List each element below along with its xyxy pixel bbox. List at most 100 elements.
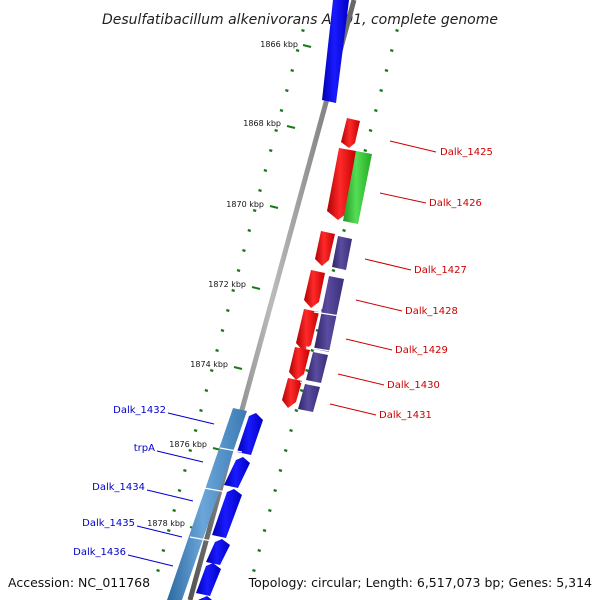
tick-mark (220, 328, 225, 333)
tick-mark (267, 508, 272, 513)
tick-mark (379, 88, 384, 93)
gene-reverse[interactable] (224, 457, 250, 488)
marker-1866: 1866 kbp (260, 40, 312, 49)
tick-mark (299, 388, 304, 393)
gene-label[interactable]: Dalk_1427 (414, 265, 467, 276)
tick-mark (283, 448, 288, 453)
tick-mark (289, 428, 293, 433)
marker-1876: 1876 kbp (169, 440, 222, 451)
marker-label: 1878 kbp (147, 519, 185, 528)
marker-1870: 1870 kbp (226, 200, 279, 209)
tick-mark (310, 348, 315, 353)
tick-mark (172, 508, 177, 513)
gene-forward[interactable] (282, 378, 302, 408)
gene-reverse-top[interactable] (322, 0, 349, 103)
tick-mark (368, 128, 373, 133)
gene-operon[interactable] (306, 352, 328, 383)
tick-mark (193, 428, 198, 433)
gene-reverse[interactable] (196, 563, 221, 596)
tick-mark (258, 188, 262, 193)
tick-mark (177, 488, 182, 493)
marker-label: 1870 kbp (226, 200, 264, 209)
marker-1872: 1872 kbp (208, 280, 261, 290)
tick-mark (231, 288, 236, 293)
gene-label[interactable]: Dalk_1428 (405, 306, 458, 317)
gene-label[interactable]: Dalk_1425 (440, 147, 493, 158)
summary-text: Topology: circular; Length: 6,517,073 bp… (248, 575, 592, 590)
gene-forward[interactable] (327, 148, 356, 220)
tick-mark (331, 268, 336, 273)
tick-mark (161, 548, 166, 553)
tick-mark (199, 408, 203, 413)
tick-mark (257, 548, 262, 553)
gene-forward[interactable] (289, 347, 310, 380)
tick-mark (305, 368, 309, 373)
tick-mark (156, 568, 160, 573)
tick-mark (273, 488, 278, 493)
gene-operon[interactable] (298, 384, 320, 412)
forward-labels: Dalk_1425 Dalk_1426 Dalk_1427 Dalk_1428 … (329, 140, 493, 421)
gene-label[interactable]: Dalk_1432 (113, 405, 166, 416)
tick-mark (295, 48, 300, 53)
tick-mark (262, 528, 267, 533)
tick-mark (225, 308, 230, 313)
marker-label: 1866 kbp (260, 40, 298, 49)
gene-operon-blue[interactable] (167, 408, 247, 600)
tick-mark (204, 388, 209, 393)
gene-label[interactable]: Dalk_1429 (395, 345, 448, 356)
gene-forward[interactable] (304, 270, 325, 308)
reverse-genes (167, 408, 263, 600)
marker-label: 1872 kbp (208, 280, 246, 289)
gene-reverse[interactable] (206, 539, 230, 565)
tick-mark (389, 48, 394, 53)
tick-mark (252, 208, 257, 213)
gene-forward[interactable] (296, 309, 319, 351)
forward-genes (282, 118, 372, 412)
tick-mark (215, 348, 219, 353)
tick-mark (363, 148, 368, 153)
gene-label[interactable]: Dalk_1431 (379, 410, 432, 421)
reverse-labels: Dalk_1432 trpA Dalk_1434 Dalk_1435 Dalk_… (73, 405, 215, 567)
marker-label: 1874 kbp (190, 360, 228, 369)
gene-label[interactable]: Dalk_1434 (92, 482, 145, 493)
inner-tick-row (156, 28, 305, 573)
gene-rna[interactable] (343, 151, 372, 224)
tick-mark (373, 108, 378, 113)
tick-mark (183, 468, 187, 473)
tick-mark (188, 448, 193, 453)
gene-reverse[interactable] (237, 413, 263, 455)
tick-mark (384, 68, 389, 73)
tick-mark (278, 468, 283, 473)
gene-reverse[interactable] (212, 489, 242, 538)
tick-mark (284, 88, 289, 93)
gene-label[interactable]: Dalk_1435 (82, 518, 135, 529)
gene-separators (189, 311, 341, 542)
tick-mark (166, 528, 171, 533)
gene-label[interactable]: Dalk_1430 (387, 380, 440, 391)
gene-forward[interactable] (315, 231, 335, 266)
tick-mark (209, 368, 214, 373)
gene-operon[interactable] (332, 236, 352, 270)
tick-mark (395, 28, 399, 33)
tick-mark (342, 228, 346, 233)
gene-label[interactable]: Dalk_1436 (73, 547, 126, 558)
tick-mark (247, 228, 252, 233)
marker-1868: 1868 kbp (243, 119, 296, 129)
marker-label: 1868 kbp (243, 119, 281, 128)
tick-mark (274, 128, 278, 133)
gene-label[interactable]: trpA (134, 443, 155, 454)
marker-1874: 1874 kbp (190, 360, 243, 370)
tick-mark (279, 108, 284, 113)
gene-forward[interactable] (341, 118, 360, 148)
tick-mark (242, 248, 246, 253)
tick-mark (236, 268, 241, 273)
marker-label: 1876 kbp (169, 440, 207, 449)
tick-mark (301, 28, 305, 33)
gene-label[interactable]: Dalk_1426 (429, 198, 482, 209)
tick-mark (263, 168, 268, 173)
accession-text: Accession: NC_011768 (8, 575, 150, 590)
tick-mark (268, 148, 273, 153)
map-title: Desulfatibacillum alkenivorans AK-01, co… (102, 12, 498, 28)
gene-reverse[interactable] (198, 596, 212, 600)
